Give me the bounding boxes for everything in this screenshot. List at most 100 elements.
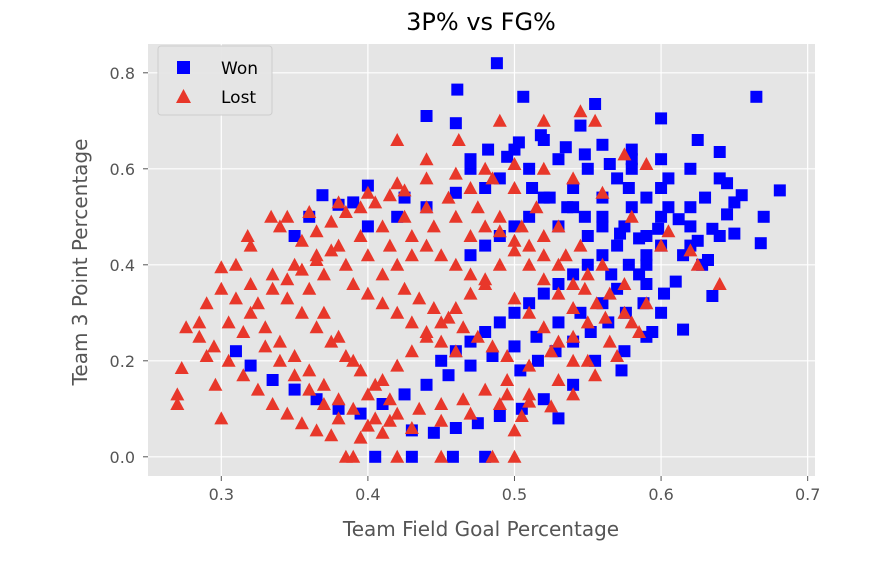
won-point bbox=[559, 141, 572, 154]
won-point bbox=[229, 345, 242, 358]
won-point bbox=[611, 172, 624, 185]
won-point bbox=[655, 112, 668, 125]
lost-point bbox=[463, 229, 478, 242]
lost-point bbox=[536, 113, 551, 127]
lost-point bbox=[566, 277, 581, 290]
lost-point bbox=[507, 157, 522, 170]
lost-point bbox=[478, 161, 493, 175]
lost-point bbox=[346, 353, 361, 367]
lost-point bbox=[294, 416, 309, 430]
won-point bbox=[605, 268, 618, 281]
won-point bbox=[596, 249, 609, 262]
lost-point bbox=[250, 296, 265, 310]
lost-point bbox=[404, 315, 419, 329]
lost-point bbox=[551, 334, 566, 348]
won-point bbox=[596, 220, 609, 233]
won-point bbox=[523, 297, 536, 310]
lost-point bbox=[485, 449, 500, 463]
lost-point bbox=[610, 349, 625, 362]
lost-point bbox=[551, 286, 566, 300]
x-tick-label: 0.3 bbox=[209, 485, 234, 504]
lost-point bbox=[492, 224, 507, 238]
won-point bbox=[677, 323, 690, 336]
won-point bbox=[615, 364, 628, 377]
lost-point bbox=[419, 171, 434, 185]
lost-point bbox=[566, 171, 581, 185]
x-tick-label: 0.5 bbox=[502, 485, 527, 504]
lost-point bbox=[272, 353, 287, 367]
lost-point bbox=[551, 219, 566, 233]
lost-point bbox=[566, 387, 581, 401]
lost-point bbox=[536, 229, 551, 242]
won-point bbox=[754, 237, 767, 250]
legend-label-lost: Lost bbox=[221, 88, 256, 108]
lost-point bbox=[419, 325, 434, 338]
won-point bbox=[584, 326, 597, 338]
x-tick-label: 0.6 bbox=[648, 485, 673, 504]
lost-point bbox=[478, 382, 493, 396]
lost-point bbox=[522, 305, 537, 319]
won-point bbox=[706, 222, 719, 235]
lost-point bbox=[360, 418, 375, 432]
lost-point bbox=[558, 248, 573, 262]
won-point bbox=[486, 350, 499, 362]
lost-point bbox=[536, 161, 551, 175]
won-point bbox=[622, 258, 635, 271]
lost-point bbox=[602, 286, 617, 300]
lost-point bbox=[551, 257, 566, 271]
lost-point bbox=[199, 349, 214, 362]
won-point bbox=[534, 129, 547, 142]
lost-point bbox=[507, 291, 522, 305]
lost-point bbox=[375, 373, 390, 386]
lost-point bbox=[346, 277, 361, 290]
lost-point bbox=[566, 301, 581, 314]
lost-point bbox=[214, 411, 229, 425]
lost-point bbox=[206, 339, 221, 353]
won-point bbox=[537, 287, 550, 300]
won-point bbox=[633, 268, 646, 281]
lost-point bbox=[287, 368, 302, 382]
lost-point bbox=[456, 320, 471, 334]
lost-point bbox=[463, 406, 478, 420]
lost-point bbox=[287, 349, 302, 362]
lost-point bbox=[573, 238, 588, 252]
won-point bbox=[512, 136, 525, 149]
won-point bbox=[479, 326, 492, 338]
y-tick-label: 0.8 bbox=[110, 64, 135, 83]
won-point bbox=[530, 330, 543, 343]
won-point bbox=[578, 148, 591, 161]
lost-point bbox=[485, 339, 500, 353]
won-point bbox=[493, 410, 506, 422]
lost-point bbox=[236, 325, 251, 338]
lost-point bbox=[639, 296, 654, 310]
won-point bbox=[684, 220, 697, 233]
won-point bbox=[750, 90, 763, 103]
lost-point bbox=[448, 344, 463, 358]
lost-point bbox=[214, 260, 229, 274]
lost-point bbox=[324, 428, 339, 442]
won-point bbox=[537, 393, 550, 406]
lost-point bbox=[309, 320, 324, 334]
won-point bbox=[625, 143, 638, 156]
lost-point bbox=[448, 209, 463, 223]
won-point bbox=[614, 227, 627, 240]
lost-point bbox=[214, 281, 229, 295]
won-point bbox=[578, 210, 591, 223]
lost-point bbox=[580, 315, 595, 329]
lost-point bbox=[368, 411, 383, 425]
won-point bbox=[552, 153, 565, 166]
won-point bbox=[721, 208, 734, 221]
lost-point bbox=[426, 219, 441, 233]
lost-point bbox=[382, 413, 397, 427]
lost-point bbox=[434, 248, 449, 262]
lost-point bbox=[478, 219, 493, 233]
lost-point bbox=[375, 267, 390, 281]
lost-point bbox=[228, 257, 243, 271]
lost-point bbox=[434, 413, 449, 427]
lost-point bbox=[412, 291, 427, 305]
lost-point bbox=[309, 224, 324, 238]
won-point bbox=[713, 172, 726, 185]
lost-point bbox=[434, 449, 449, 463]
won-point bbox=[640, 258, 653, 271]
lost-point bbox=[507, 423, 522, 437]
